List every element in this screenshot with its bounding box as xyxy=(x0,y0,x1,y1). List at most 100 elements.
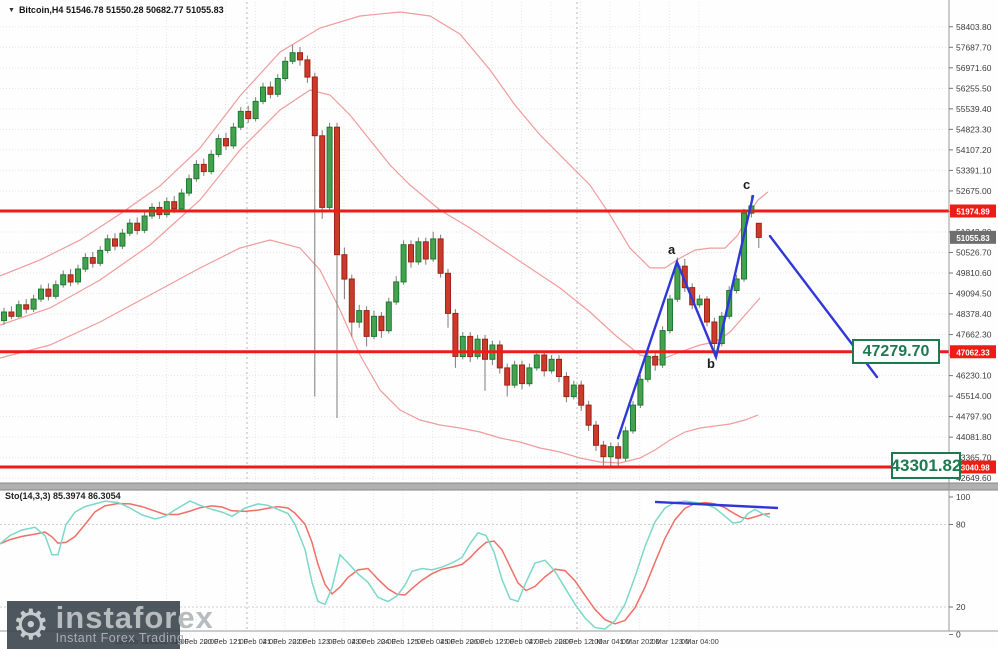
up-candle xyxy=(163,201,170,216)
svg-text:53391.10: 53391.10 xyxy=(956,165,992,175)
wave-label-a[interactable]: a xyxy=(668,242,676,257)
up-candle xyxy=(178,192,185,210)
up-candle xyxy=(274,78,281,95)
svg-text:23 Feb 04:00: 23 Feb 04:00 xyxy=(322,637,366,646)
down-candle xyxy=(267,86,274,95)
up-candle xyxy=(252,100,259,120)
bollinger-middle-band xyxy=(0,89,761,361)
svg-text:100: 100 xyxy=(956,492,970,502)
up-candle xyxy=(644,355,651,380)
up-candle xyxy=(97,249,104,264)
down-candle xyxy=(319,135,326,208)
up-candle xyxy=(141,215,148,231)
down-candle xyxy=(593,424,599,446)
up-candle xyxy=(52,284,59,297)
candlesticks xyxy=(1,44,762,467)
svg-text:58403.80: 58403.80 xyxy=(956,22,992,32)
up-candle xyxy=(622,430,629,459)
symbol-ohlc-text: Bitcoin,H4 51546.78 51550.28 50682.77 51… xyxy=(18,5,224,15)
symbol-ohlc-title: ▼ Bitcoin,H4 51546.78 51550.28 50682.77 … xyxy=(8,5,224,15)
watermark-tagline-text: Instant Forex Trading xyxy=(55,631,185,645)
down-candle xyxy=(45,288,52,297)
up-candle xyxy=(459,335,466,357)
stochastic-lines xyxy=(0,500,779,630)
up-candle xyxy=(533,354,540,369)
abc-impulse xyxy=(616,194,755,440)
svg-text:43365.70: 43365.70 xyxy=(956,453,992,463)
up-candle xyxy=(15,304,22,317)
up-candle xyxy=(289,52,296,62)
current-price-box: 51055.83 xyxy=(950,230,996,244)
svg-text:25 Feb 20:00: 25 Feb 20:00 xyxy=(440,637,484,646)
svg-text:51974.89: 51974.89 xyxy=(956,208,990,217)
svg-text:50526.70: 50526.70 xyxy=(956,247,992,257)
down-candle xyxy=(311,76,318,137)
svg-text:54107.20: 54107.20 xyxy=(956,145,992,155)
down-candle xyxy=(89,257,96,264)
down-candle xyxy=(112,238,118,247)
svg-text:26 Feb 12:00: 26 Feb 12:00 xyxy=(470,637,514,646)
down-candle xyxy=(519,364,525,385)
price-tag-43301[interactable]: 43301.82 xyxy=(891,452,961,479)
down-candle xyxy=(134,222,141,231)
svg-text:1 Mar 20:00: 1 Mar 20:00 xyxy=(620,637,660,646)
wave-label-b[interactable]: b xyxy=(707,356,715,371)
up-candle xyxy=(356,310,363,323)
down-candle xyxy=(422,241,429,260)
down-candle xyxy=(223,138,229,147)
up-candle xyxy=(548,358,555,372)
up-candle xyxy=(208,153,215,173)
svg-text:23 Feb 20:00: 23 Feb 20:00 xyxy=(351,637,395,646)
svg-text:80: 80 xyxy=(956,520,966,530)
svg-text:20 Feb 12:00: 20 Feb 12:00 xyxy=(204,637,248,646)
down-candle xyxy=(297,52,303,61)
bollinger-upper-band xyxy=(0,11,769,277)
down-candle xyxy=(437,238,444,274)
up-candle xyxy=(570,384,577,398)
watermark-brand-text: instaforex xyxy=(55,600,214,635)
stoch-trend-line[interactable] xyxy=(654,500,779,510)
down-candle xyxy=(585,404,592,426)
up-candle xyxy=(75,268,81,283)
svg-text:45514.00: 45514.00 xyxy=(956,391,992,401)
svg-text:56255.50: 56255.50 xyxy=(956,83,992,93)
svg-text:56971.60: 56971.60 xyxy=(956,63,992,73)
up-candle xyxy=(371,315,377,337)
down-candle xyxy=(348,278,355,323)
down-candle xyxy=(652,355,659,366)
down-candle xyxy=(341,254,348,280)
svg-text:2 Mar 12:00: 2 Mar 12:00 xyxy=(649,637,689,646)
level-price-box: 47062.33 xyxy=(950,345,996,359)
svg-text:21 Feb 20:00: 21 Feb 20:00 xyxy=(263,637,307,646)
up-candle xyxy=(630,404,636,432)
stoch-signal-line xyxy=(0,501,771,625)
wave-label-c[interactable]: c xyxy=(743,177,751,192)
down-candle xyxy=(363,310,370,337)
price-tag-47279[interactable]: 47279.70 xyxy=(852,339,940,364)
down-candle xyxy=(711,321,718,344)
up-candle xyxy=(104,238,111,251)
bollinger-bands xyxy=(0,11,769,464)
svg-text:28 Feb 12:00: 28 Feb 12:00 xyxy=(558,637,602,646)
up-candle xyxy=(511,364,518,386)
up-candle xyxy=(38,288,44,300)
svg-text:44797.90: 44797.90 xyxy=(956,412,992,422)
svg-text:47062.33: 47062.33 xyxy=(956,348,990,357)
down-candle xyxy=(67,274,74,283)
up-candle xyxy=(430,238,437,260)
svg-text:19 Feb 20:00: 19 Feb 20:00 xyxy=(174,637,218,646)
up-candle xyxy=(696,298,703,306)
down-candle xyxy=(408,244,414,263)
down-candle xyxy=(23,304,30,310)
svg-text:21 Feb 04:00: 21 Feb 04:00 xyxy=(233,637,277,646)
down-candle xyxy=(755,222,762,238)
svg-text:46230.10: 46230.10 xyxy=(956,371,992,381)
horizontal-level-lines[interactable] xyxy=(0,209,949,469)
down-candle xyxy=(578,384,585,406)
svg-text:42649.60: 42649.60 xyxy=(956,473,992,483)
stoch-main-line xyxy=(0,500,771,630)
up-candle xyxy=(474,338,481,357)
svg-text:48378.40: 48378.40 xyxy=(956,309,992,319)
